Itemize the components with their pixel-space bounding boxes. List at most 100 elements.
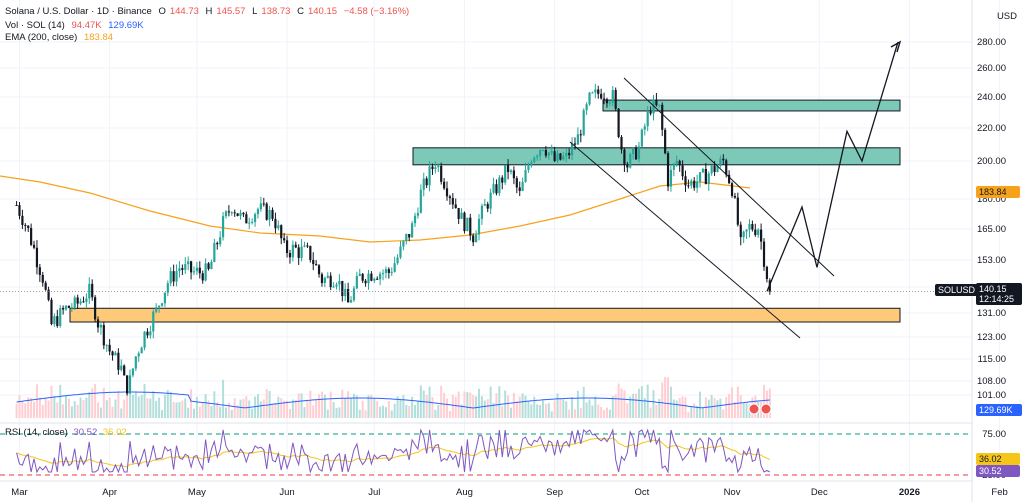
volume-bar bbox=[416, 400, 419, 418]
candle-171 bbox=[512, 166, 516, 185]
candle-body bbox=[480, 205, 484, 219]
candle-body bbox=[757, 229, 760, 235]
currency-label[interactable]: USD bbox=[996, 11, 1017, 22]
candle-body bbox=[655, 99, 658, 106]
volume-bar bbox=[414, 405, 417, 418]
candle-body bbox=[440, 165, 443, 182]
candle-body bbox=[675, 160, 678, 164]
candle-body bbox=[597, 89, 600, 94]
candle-136 bbox=[411, 221, 414, 238]
volume-bar bbox=[440, 385, 443, 418]
candle-body bbox=[102, 325, 105, 346]
volume-bar bbox=[649, 407, 652, 418]
volume-bar bbox=[248, 400, 251, 418]
candle-142 bbox=[428, 161, 431, 192]
candle-13 bbox=[53, 313, 56, 327]
volume-bar bbox=[163, 394, 166, 418]
candle-body bbox=[393, 263, 396, 272]
candle-92 bbox=[283, 233, 286, 244]
candle-body bbox=[367, 273, 370, 284]
header-line-3[interactable]: EMA (200, close) 183.84 bbox=[5, 32, 117, 44]
symbol-title[interactable]: Solana / U.S. Dollar · 1D · Binance bbox=[5, 6, 152, 17]
candle-66 bbox=[207, 262, 210, 271]
volume-bar bbox=[143, 383, 146, 418]
candle-146 bbox=[440, 162, 443, 185]
candle-123 bbox=[373, 277, 376, 284]
volume-bar bbox=[300, 393, 303, 418]
candle-10 bbox=[44, 280, 47, 291]
candle-175 bbox=[524, 162, 527, 183]
volume-bar bbox=[425, 395, 428, 418]
candle-11 bbox=[47, 286, 50, 302]
ema-price-tag: 183.84 bbox=[976, 186, 1020, 198]
candle-body bbox=[559, 153, 562, 160]
volume-bar bbox=[192, 408, 195, 418]
volume-bar bbox=[763, 384, 766, 418]
candle-26 bbox=[91, 279, 94, 301]
candle-140 bbox=[422, 172, 425, 197]
candle-52 bbox=[166, 280, 169, 297]
volume-bar bbox=[547, 403, 550, 418]
candle-167 bbox=[501, 175, 504, 190]
candle-body bbox=[725, 160, 728, 175]
candle-body bbox=[605, 99, 609, 104]
volume-bar bbox=[411, 396, 414, 418]
volume-bar bbox=[713, 397, 716, 418]
candle-8 bbox=[38, 263, 41, 282]
candle-238 bbox=[707, 171, 710, 191]
candle-body bbox=[370, 273, 373, 281]
candle-body bbox=[361, 273, 364, 281]
candle-body bbox=[99, 325, 103, 328]
candle-body bbox=[733, 195, 737, 198]
volume-bar bbox=[678, 398, 681, 418]
candle-body bbox=[617, 108, 620, 137]
candle-51 bbox=[163, 292, 167, 308]
rsi-label: RSI (14, close) bbox=[5, 427, 68, 438]
candle-164 bbox=[492, 177, 495, 195]
candle-169 bbox=[506, 159, 510, 180]
candle-161 bbox=[483, 199, 486, 206]
candle-46 bbox=[149, 325, 152, 339]
candle-50 bbox=[160, 302, 164, 307]
header-line-2[interactable]: Vol · SOL (14) 94.47K 129.69K bbox=[5, 20, 148, 32]
rsi-value-1: 30.52 bbox=[73, 427, 98, 438]
candle-87 bbox=[268, 205, 271, 227]
candle-120 bbox=[364, 278, 367, 287]
volume-bar bbox=[155, 400, 158, 418]
candle-body bbox=[306, 245, 309, 247]
candle-27 bbox=[94, 295, 97, 323]
volume-bar bbox=[347, 391, 350, 418]
candle-body bbox=[538, 150, 542, 156]
rsi-legend[interactable]: RSI (14, close) 30.52 36.02 bbox=[5, 427, 130, 438]
candle-61 bbox=[192, 266, 196, 276]
candle-221 bbox=[658, 104, 661, 108]
candle-body bbox=[317, 265, 321, 275]
candle-21 bbox=[76, 294, 79, 309]
volume-bar bbox=[478, 388, 481, 418]
candle-143 bbox=[431, 163, 434, 175]
candle-43 bbox=[140, 346, 143, 354]
candle-body bbox=[111, 351, 114, 356]
candle-body bbox=[698, 172, 702, 182]
candle-25 bbox=[88, 277, 91, 305]
candle-body bbox=[326, 275, 329, 278]
volume-bar bbox=[364, 410, 367, 418]
volume-bar bbox=[396, 396, 399, 418]
candle-body bbox=[88, 283, 91, 299]
candle-102 bbox=[312, 252, 315, 271]
candle-173 bbox=[518, 181, 521, 197]
candle-body bbox=[765, 266, 769, 280]
candle-body bbox=[303, 245, 306, 247]
volume-bar bbox=[41, 405, 44, 418]
volume-bar bbox=[681, 396, 684, 418]
candle-165 bbox=[495, 179, 498, 196]
candle-190 bbox=[568, 148, 571, 160]
time-tick-Jul: Jul bbox=[368, 487, 380, 498]
volume-bar bbox=[134, 392, 137, 418]
volume-bar bbox=[306, 400, 309, 418]
volume-bar bbox=[571, 396, 574, 418]
volume-bar bbox=[79, 397, 82, 418]
candle-body bbox=[626, 164, 629, 168]
candle-body bbox=[690, 180, 693, 186]
